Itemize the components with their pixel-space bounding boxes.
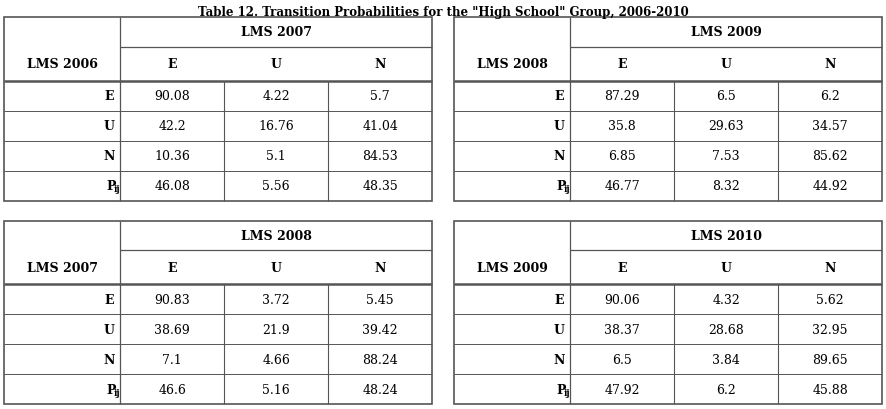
- Text: 46.77: 46.77: [604, 180, 641, 193]
- Text: 6.5: 6.5: [612, 353, 633, 366]
- Text: E: E: [618, 58, 627, 71]
- Text: 89.65: 89.65: [812, 353, 848, 366]
- Text: ij: ij: [113, 388, 120, 397]
- Text: N: N: [375, 261, 385, 274]
- Text: 48.24: 48.24: [362, 382, 398, 396]
- Text: E: E: [167, 58, 177, 71]
- Text: 44.92: 44.92: [812, 180, 848, 193]
- Text: 7.1: 7.1: [162, 353, 183, 366]
- Text: 6.2: 6.2: [717, 382, 736, 396]
- Text: 16.76: 16.76: [259, 120, 294, 133]
- Text: 5.45: 5.45: [366, 293, 394, 306]
- Text: LMS 2010: LMS 2010: [691, 229, 762, 242]
- Text: P: P: [556, 382, 566, 396]
- Text: 28.68: 28.68: [708, 323, 744, 336]
- Text: Table 12. Transition Probabilities for the "High School" Group, 2006-2010: Table 12. Transition Probabilities for t…: [198, 6, 688, 19]
- Text: 85.62: 85.62: [812, 150, 848, 163]
- Text: U: U: [720, 58, 732, 71]
- Text: 84.53: 84.53: [362, 150, 398, 163]
- Text: 90.83: 90.83: [154, 293, 190, 306]
- Text: N: N: [824, 261, 835, 274]
- Bar: [454, 18, 882, 201]
- Text: 48.35: 48.35: [362, 180, 398, 193]
- Text: 4.66: 4.66: [262, 353, 290, 366]
- Text: 32.95: 32.95: [812, 323, 848, 336]
- Text: 5.62: 5.62: [816, 293, 843, 306]
- Text: 35.8: 35.8: [609, 120, 636, 133]
- Text: U: U: [104, 323, 114, 336]
- Text: P: P: [106, 180, 116, 193]
- Text: N: N: [375, 58, 385, 71]
- Text: 8.32: 8.32: [712, 180, 740, 193]
- Text: LMS 2009: LMS 2009: [477, 261, 548, 274]
- Text: 5.1: 5.1: [267, 150, 286, 163]
- Text: 7.53: 7.53: [712, 150, 740, 163]
- Text: 10.36: 10.36: [154, 150, 190, 163]
- Text: 47.92: 47.92: [604, 382, 640, 396]
- Text: 29.63: 29.63: [709, 120, 744, 133]
- Text: 5.7: 5.7: [370, 90, 390, 103]
- Text: E: E: [167, 261, 177, 274]
- Text: E: E: [618, 261, 627, 274]
- Text: N: N: [824, 58, 835, 71]
- Text: 42.2: 42.2: [159, 120, 186, 133]
- Text: LMS 2007: LMS 2007: [241, 26, 312, 39]
- Text: 88.24: 88.24: [362, 353, 398, 366]
- Text: P: P: [556, 180, 566, 193]
- Text: LMS 2007: LMS 2007: [27, 261, 97, 274]
- Text: LMS 2009: LMS 2009: [691, 26, 762, 39]
- Text: N: N: [553, 150, 564, 163]
- Text: 46.08: 46.08: [154, 180, 190, 193]
- Text: 21.9: 21.9: [262, 323, 290, 336]
- Text: N: N: [103, 353, 114, 366]
- Text: U: U: [271, 58, 282, 71]
- Text: 4.32: 4.32: [712, 293, 740, 306]
- Text: 5.56: 5.56: [262, 180, 290, 193]
- Bar: [4, 221, 432, 404]
- Text: U: U: [554, 323, 564, 336]
- Text: 3.84: 3.84: [712, 353, 740, 366]
- Text: 46.6: 46.6: [159, 382, 186, 396]
- Bar: [4, 18, 432, 201]
- Text: 6.85: 6.85: [609, 150, 636, 163]
- Text: 3.72: 3.72: [262, 293, 290, 306]
- Text: 45.88: 45.88: [812, 382, 848, 396]
- Text: 34.57: 34.57: [812, 120, 848, 133]
- Text: 38.69: 38.69: [154, 323, 190, 336]
- Text: LMS 2008: LMS 2008: [477, 58, 548, 71]
- Text: N: N: [103, 150, 114, 163]
- Text: U: U: [271, 261, 282, 274]
- Text: U: U: [720, 261, 732, 274]
- Text: 39.42: 39.42: [362, 323, 398, 336]
- Text: E: E: [105, 90, 114, 103]
- Text: LMS 2008: LMS 2008: [241, 229, 312, 242]
- Text: ij: ij: [563, 184, 570, 193]
- Text: 38.37: 38.37: [604, 323, 641, 336]
- Text: E: E: [555, 293, 564, 306]
- Text: 41.04: 41.04: [362, 120, 398, 133]
- Text: ij: ij: [563, 388, 570, 397]
- Text: 5.16: 5.16: [262, 382, 290, 396]
- Text: N: N: [553, 353, 564, 366]
- Text: 87.29: 87.29: [604, 90, 640, 103]
- Text: 4.22: 4.22: [262, 90, 290, 103]
- Text: 90.06: 90.06: [604, 293, 641, 306]
- Text: U: U: [104, 120, 114, 133]
- Text: 6.5: 6.5: [717, 90, 736, 103]
- Text: E: E: [105, 293, 114, 306]
- Text: ij: ij: [113, 184, 120, 193]
- Text: E: E: [555, 90, 564, 103]
- Text: U: U: [554, 120, 564, 133]
- Bar: [454, 221, 882, 404]
- Text: LMS 2006: LMS 2006: [27, 58, 97, 71]
- Text: P: P: [106, 382, 116, 396]
- Text: 90.08: 90.08: [154, 90, 190, 103]
- Text: 6.2: 6.2: [820, 90, 840, 103]
